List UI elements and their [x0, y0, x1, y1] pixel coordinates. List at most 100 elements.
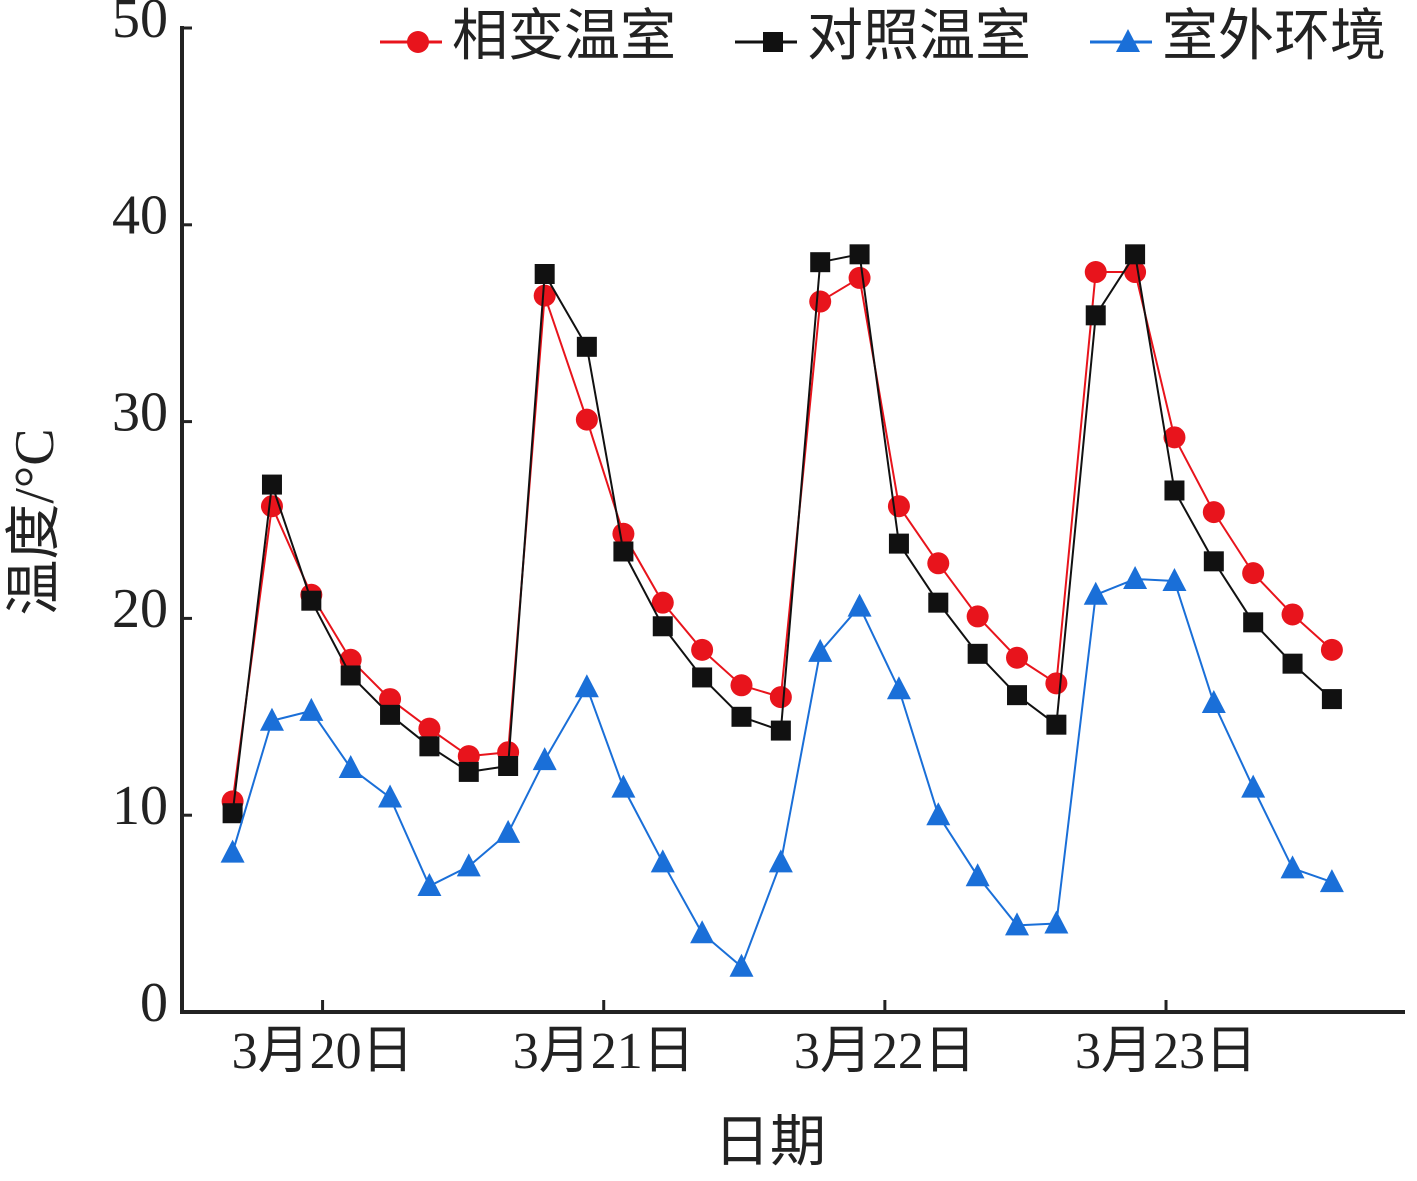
marker	[1084, 261, 1107, 284]
y-tick-label: 10	[112, 775, 168, 837]
marker	[967, 643, 988, 664]
marker	[1280, 855, 1305, 879]
marker	[730, 674, 753, 697]
marker	[770, 720, 791, 741]
marker	[457, 745, 480, 768]
marker	[1241, 774, 1266, 798]
marker	[652, 616, 673, 637]
marker	[222, 803, 243, 824]
y-tick-label: 30	[112, 381, 168, 443]
y-tick-label: 40	[112, 185, 168, 247]
x-tick-label: 3月21日	[513, 1023, 695, 1080]
series-line	[231, 578, 1333, 968]
marker	[810, 252, 831, 273]
marker	[301, 590, 322, 611]
y-tick-label: 50	[112, 0, 168, 50]
marker	[574, 674, 599, 698]
marker	[1163, 426, 1186, 449]
marker	[456, 853, 481, 877]
marker	[651, 591, 674, 614]
marker	[261, 474, 282, 495]
y-tick-label: 20	[112, 578, 168, 640]
legend-marker	[407, 31, 429, 53]
marker	[691, 638, 714, 661]
marker	[1046, 714, 1067, 735]
marker	[1203, 551, 1224, 572]
marker	[1123, 566, 1148, 590]
marker	[1083, 581, 1108, 605]
y-tick-label: 0	[140, 972, 168, 1034]
marker	[769, 686, 792, 709]
marker	[220, 839, 245, 863]
marker	[378, 784, 403, 808]
marker	[847, 593, 872, 617]
marker	[848, 266, 871, 289]
marker	[1045, 672, 1068, 695]
marker	[650, 849, 675, 873]
marker	[926, 802, 951, 826]
marker	[1005, 912, 1030, 936]
marker	[849, 244, 870, 265]
marker	[533, 284, 556, 307]
x-tick-label: 3月22日	[794, 1023, 976, 1080]
marker	[1085, 305, 1106, 326]
marker	[534, 264, 555, 284]
x-tick-label: 3月20日	[232, 1023, 414, 1080]
marker	[1007, 685, 1028, 706]
marker	[1281, 603, 1304, 626]
marker	[379, 688, 402, 711]
legend-label: 室外环境	[1162, 6, 1386, 68]
y-axis-label: 温度/°C	[4, 428, 66, 615]
x-axis-label: 日期	[714, 1112, 826, 1174]
marker	[458, 761, 479, 782]
marker	[1162, 568, 1187, 592]
marker	[496, 819, 521, 843]
marker	[611, 774, 636, 798]
marker	[729, 953, 754, 977]
marker	[1320, 638, 1343, 661]
legend-marker	[1116, 29, 1140, 52]
legend-label: 相变温室	[452, 6, 676, 68]
marker	[498, 756, 519, 776]
marker	[419, 736, 440, 757]
marker	[380, 704, 401, 725]
legend-marker	[763, 32, 783, 52]
marker	[259, 707, 284, 731]
marker	[1044, 910, 1069, 934]
marker	[612, 522, 635, 545]
marker	[1319, 869, 1344, 893]
x-tick-label: 3月23日	[1075, 1023, 1257, 1080]
marker	[613, 541, 634, 562]
marker	[1006, 646, 1029, 669]
marker	[1202, 501, 1225, 524]
marker	[532, 747, 557, 771]
marker	[886, 676, 911, 700]
marker	[887, 495, 910, 518]
marker	[768, 849, 793, 873]
marker	[1321, 689, 1342, 710]
marker	[692, 667, 713, 688]
marker	[340, 665, 361, 686]
marker	[1125, 244, 1146, 265]
marker	[418, 717, 441, 740]
marker	[576, 336, 597, 357]
marker	[809, 290, 832, 313]
marker	[299, 697, 324, 721]
marker	[928, 592, 949, 613]
marker	[1124, 261, 1147, 284]
legend-label: 对照温室	[807, 6, 1031, 68]
marker	[1243, 612, 1264, 633]
marker	[1201, 690, 1226, 714]
marker	[1164, 480, 1185, 501]
marker	[808, 638, 833, 662]
marker	[965, 863, 990, 887]
marker	[338, 754, 363, 778]
marker	[417, 873, 442, 897]
marker	[690, 920, 715, 944]
marker	[927, 552, 950, 575]
marker	[966, 605, 989, 628]
marker	[888, 533, 909, 554]
marker	[731, 706, 752, 727]
marker	[1242, 562, 1265, 585]
